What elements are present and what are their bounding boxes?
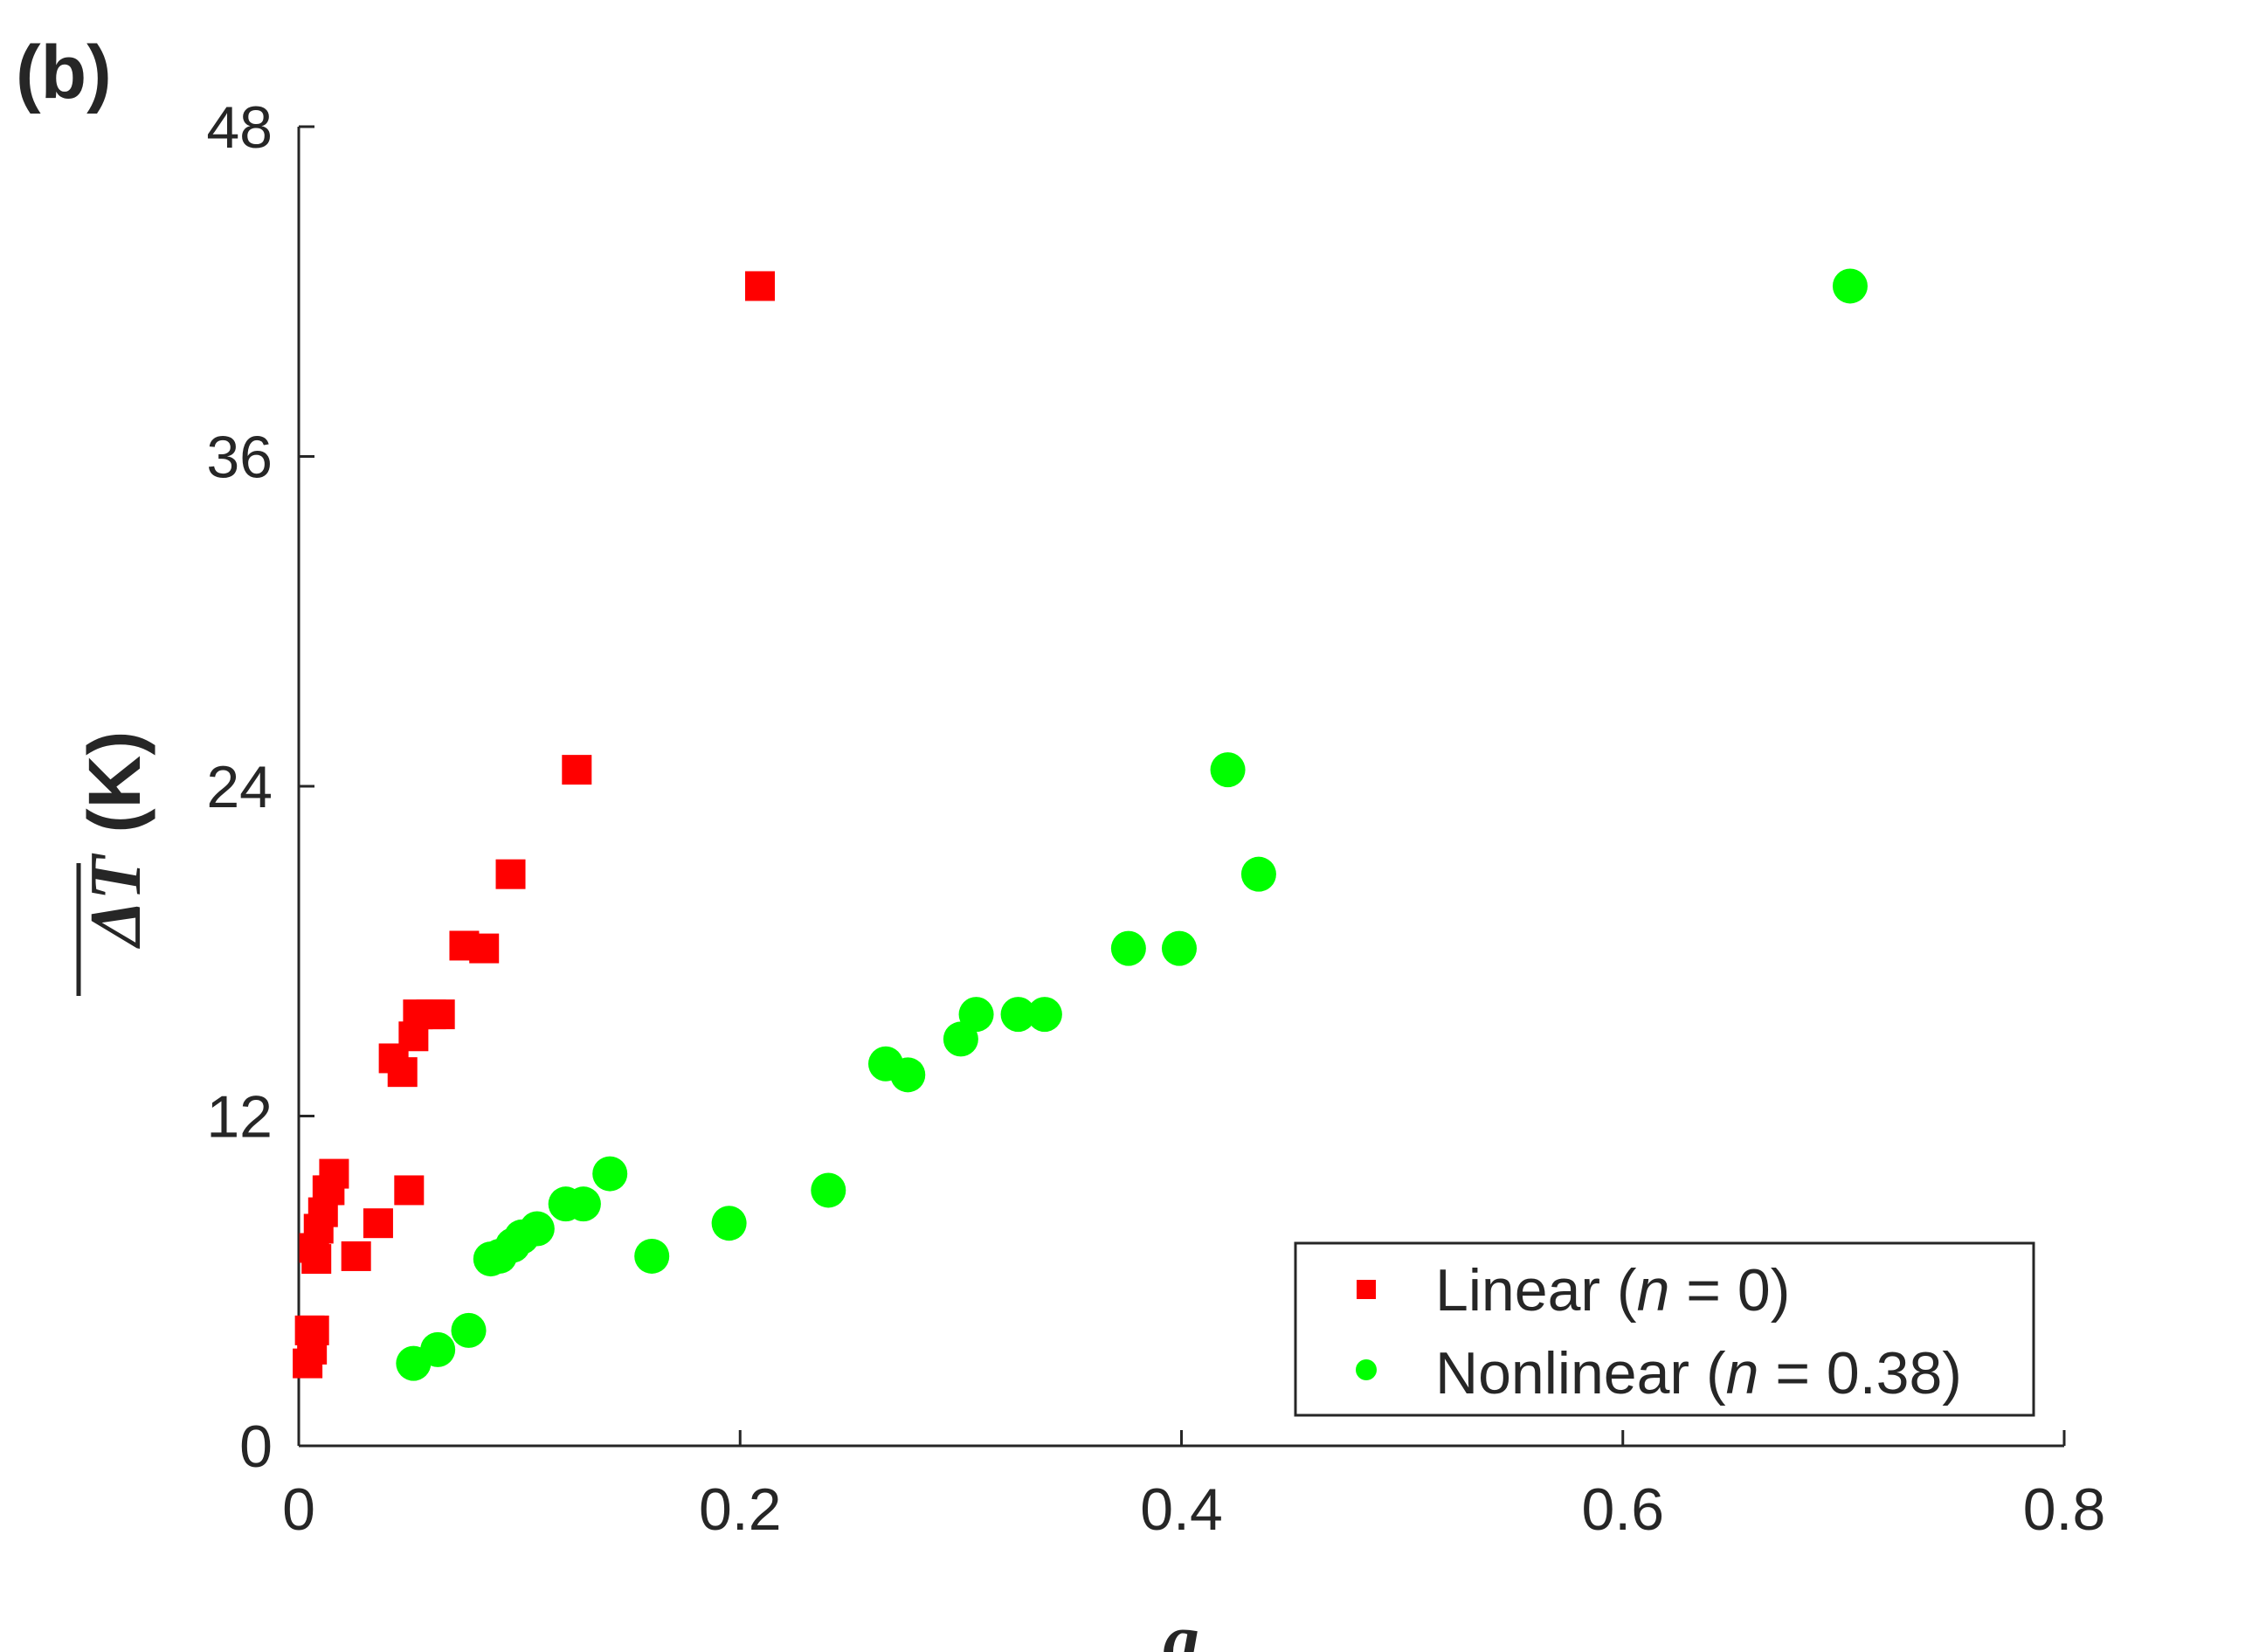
legend: Linear (n = 0) Nonlinear (n = 0.38): [1294, 1241, 2035, 1417]
y-tick-label: 48: [206, 94, 273, 161]
data-point-nonlinear: [565, 1186, 601, 1222]
legend-box: [1294, 1241, 2035, 1417]
data-point-linear: [744, 271, 775, 301]
data-point-linear: [387, 1057, 418, 1088]
y-tick-label: 12: [206, 1084, 273, 1151]
data-point-nonlinear: [420, 1331, 456, 1367]
series-linear: [293, 271, 775, 1379]
data-point-nonlinear: [1161, 930, 1197, 966]
y-tick-label: 0: [239, 1414, 273, 1480]
x-tick-label: 0: [282, 1476, 315, 1543]
data-point-linear: [341, 1241, 371, 1271]
x-tick-label: 0.2: [699, 1476, 782, 1543]
data-point-linear: [425, 999, 455, 1030]
data-point-nonlinear: [451, 1312, 487, 1348]
data-point-linear: [562, 755, 592, 785]
y-axis-unit: (K): [73, 731, 155, 833]
x-axis-label: g: [1161, 1600, 1199, 1652]
legend-label-linear: Linear (n = 0): [1435, 1257, 1790, 1324]
panel-label: (b): [16, 31, 112, 114]
series-layer: [293, 268, 1868, 1381]
x-tick-label: 0.6: [1581, 1476, 1664, 1543]
data-point-linear: [299, 1315, 329, 1345]
x-axis-title: g: [1161, 1600, 1199, 1652]
data-point-nonlinear: [1832, 268, 1868, 304]
x-tick-label: 0.4: [1140, 1476, 1223, 1543]
data-point-nonlinear: [519, 1211, 555, 1247]
data-point-nonlinear: [592, 1156, 628, 1192]
data-point-linear: [469, 933, 500, 964]
legend-marker-linear: [1357, 1280, 1376, 1299]
data-point-linear: [394, 1175, 425, 1206]
data-point-nonlinear: [1026, 997, 1062, 1033]
data-point-nonlinear: [1240, 856, 1276, 892]
series-nonlinear: [396, 268, 1868, 1381]
y-ticks: 0 12 24 36 48: [206, 94, 314, 1480]
svg-text:ΔT (K): ΔT (K): [73, 731, 156, 950]
x-ticks: 0 0.2 0.4 0.6 0.8: [282, 1430, 2105, 1543]
data-point-linear: [363, 1208, 393, 1239]
data-point-nonlinear: [1000, 997, 1036, 1033]
data-point-nonlinear: [890, 1057, 926, 1093]
data-point-nonlinear: [811, 1172, 846, 1208]
legend-marker-nonlinear: [1356, 1359, 1377, 1380]
data-point-nonlinear: [711, 1206, 747, 1241]
legend-label-nonlinear: Nonlinear (n = 0.38): [1435, 1340, 1962, 1407]
x-tick-label: 0.8: [2023, 1476, 2106, 1543]
y-tick-label: 24: [206, 754, 273, 820]
y-axis-symbol: ΔT: [75, 853, 156, 950]
data-point-nonlinear: [634, 1238, 670, 1274]
data-point-linear: [319, 1158, 349, 1189]
y-tick-label: 36: [206, 425, 273, 491]
data-point-nonlinear: [1110, 930, 1146, 966]
data-point-linear: [495, 859, 526, 889]
data-point-nonlinear: [958, 997, 994, 1033]
data-point-nonlinear: [1210, 752, 1246, 788]
plot-area: 0 0.2 0.4 0.6 0.8 0 12 24 36 48: [206, 94, 2105, 1543]
y-axis-title: ΔT (K): [73, 731, 156, 996]
